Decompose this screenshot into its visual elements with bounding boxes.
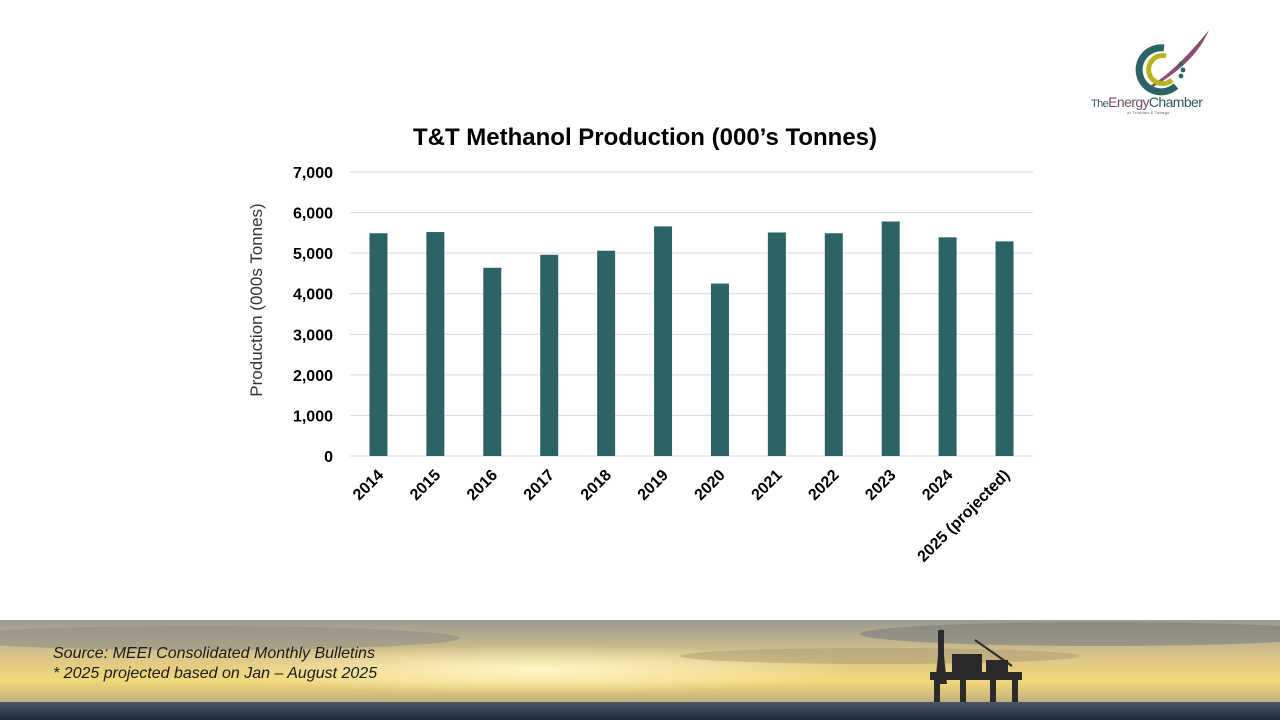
bar	[654, 226, 673, 456]
chart-title: T&T Methanol Production (000’s Tonnes)	[413, 124, 877, 151]
oil-rig-icon	[930, 628, 1022, 702]
bar	[369, 233, 388, 456]
y-tick-label: 3,000	[293, 327, 333, 344]
y-tick-label: 2,000	[293, 368, 333, 385]
x-tick-label: 2019	[635, 467, 672, 504]
x-tick-labels: 2014 2015 2016 2017 2018 2019 2020 2021 2022 2023…	[350, 467, 1013, 566]
bar	[824, 233, 843, 456]
grid-lines	[350, 171, 1033, 457]
bars	[369, 221, 1014, 456]
x-tick-label: 2024	[919, 467, 956, 504]
y-tick-label: 6,000	[293, 206, 333, 223]
bar	[710, 283, 729, 456]
x-tick-label: 2023	[862, 467, 899, 504]
logo-word-energy: Energy	[1108, 94, 1149, 110]
projection-note: * 2025 projected based on Jan – August 2…	[53, 665, 378, 682]
bar	[881, 221, 900, 456]
x-tick-label: 2014	[350, 467, 387, 504]
source-note: Source: MEEI Consolidated Monthly Bullet…	[53, 644, 377, 684]
x-tick-label: 2022	[805, 467, 842, 504]
y-tick-labels: 0 1,000 2,000 3,000 4,000 5,000 6,000 7,000	[293, 165, 333, 466]
y-tick-label: 0	[324, 449, 333, 466]
energy-chamber-logo	[1135, 30, 1209, 96]
x-tick-label: 2020	[692, 467, 729, 504]
y-axis-label: Production (000s Tonnes)	[247, 203, 266, 396]
bar	[540, 254, 559, 456]
bar	[597, 250, 616, 456]
x-tick-label: 2018	[578, 467, 615, 504]
bar	[426, 232, 445, 456]
y-tick-label: 1,000	[293, 408, 333, 425]
sunset-sea-image	[0, 620, 1280, 720]
x-tick-label: 2015	[407, 467, 444, 504]
logo-word-the: The	[1091, 98, 1109, 110]
source-line: Source: MEEI Consolidated Monthly Bullet…	[53, 645, 375, 662]
bar	[767, 232, 786, 456]
bar	[938, 237, 957, 456]
x-tick-label: 2021	[749, 467, 786, 504]
logo-tagline: of Trinidad & Tobago	[1127, 110, 1170, 115]
x-tick-label: 2016	[464, 467, 501, 504]
bar	[995, 241, 1014, 456]
footer-banner: Source: MEEI Consolidated Monthly Bullet…	[0, 620, 1280, 720]
x-tick-label: 2017	[521, 467, 558, 504]
methanol-production-chart: T&T Methanol Production (000’s Tonnes) P…	[247, 124, 1033, 566]
y-tick-label: 5,000	[293, 246, 333, 263]
y-tick-label: 4,000	[293, 287, 333, 304]
y-tick-label: 7,000	[293, 165, 333, 182]
logo-word-chamber: Chamber	[1148, 94, 1203, 110]
logo-ring-icon	[1135, 44, 1179, 96]
logo-wordmark: TheEnergyChamber	[1091, 94, 1203, 110]
bar	[483, 267, 502, 456]
